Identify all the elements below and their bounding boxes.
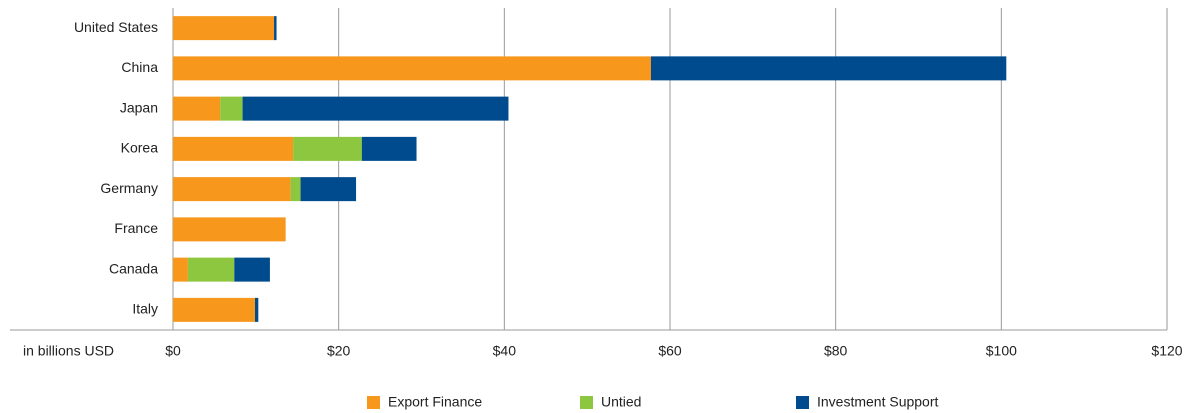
bar-segment [234, 257, 270, 282]
bar-segment [650, 56, 1007, 81]
y-tick-label: Canada [109, 260, 158, 276]
y-tick-label: Italy [132, 301, 158, 317]
bar-segment [300, 177, 357, 202]
bar-segment [293, 136, 362, 161]
legend-swatch [580, 396, 593, 409]
bar-segment [242, 96, 509, 121]
y-tick-label: China [121, 59, 158, 75]
y-tick-label: Japan [120, 99, 158, 115]
bar-segment [361, 136, 417, 161]
y-tick-label: Germany [100, 180, 158, 196]
legend-swatch [796, 396, 809, 409]
bar-segment [187, 257, 235, 282]
x-axis-label: in billions USD [23, 343, 114, 359]
y-tick-label: France [114, 220, 158, 236]
legend-swatch [367, 396, 380, 409]
bar-segment [173, 16, 275, 41]
y-tick-label: United States [74, 19, 158, 35]
x-tick-label: $80 [824, 343, 848, 359]
x-tick-label: $40 [493, 343, 517, 359]
bar-segment [173, 297, 256, 322]
x-tick-label: $120 [1151, 343, 1182, 359]
bar-segment [173, 96, 221, 121]
x-tick-label: $60 [658, 343, 682, 359]
bar-segment [173, 217, 286, 242]
x-tick-label: $20 [327, 343, 351, 359]
bar-segment [173, 136, 294, 161]
bar-segment [173, 257, 188, 282]
bar-segment [173, 56, 651, 81]
bar-segment [173, 177, 291, 202]
x-tick-label: $100 [986, 343, 1017, 359]
legend-label: Untied [601, 394, 641, 410]
legend-label: Export Finance [388, 394, 482, 410]
bar-segment [255, 297, 259, 322]
x-tick-label: $0 [165, 343, 181, 359]
bar-segment [274, 16, 277, 41]
legend-label: Investment Support [817, 394, 939, 410]
bar-segment [290, 177, 301, 202]
y-tick-label: Korea [121, 140, 159, 156]
bar-segment [220, 96, 243, 121]
